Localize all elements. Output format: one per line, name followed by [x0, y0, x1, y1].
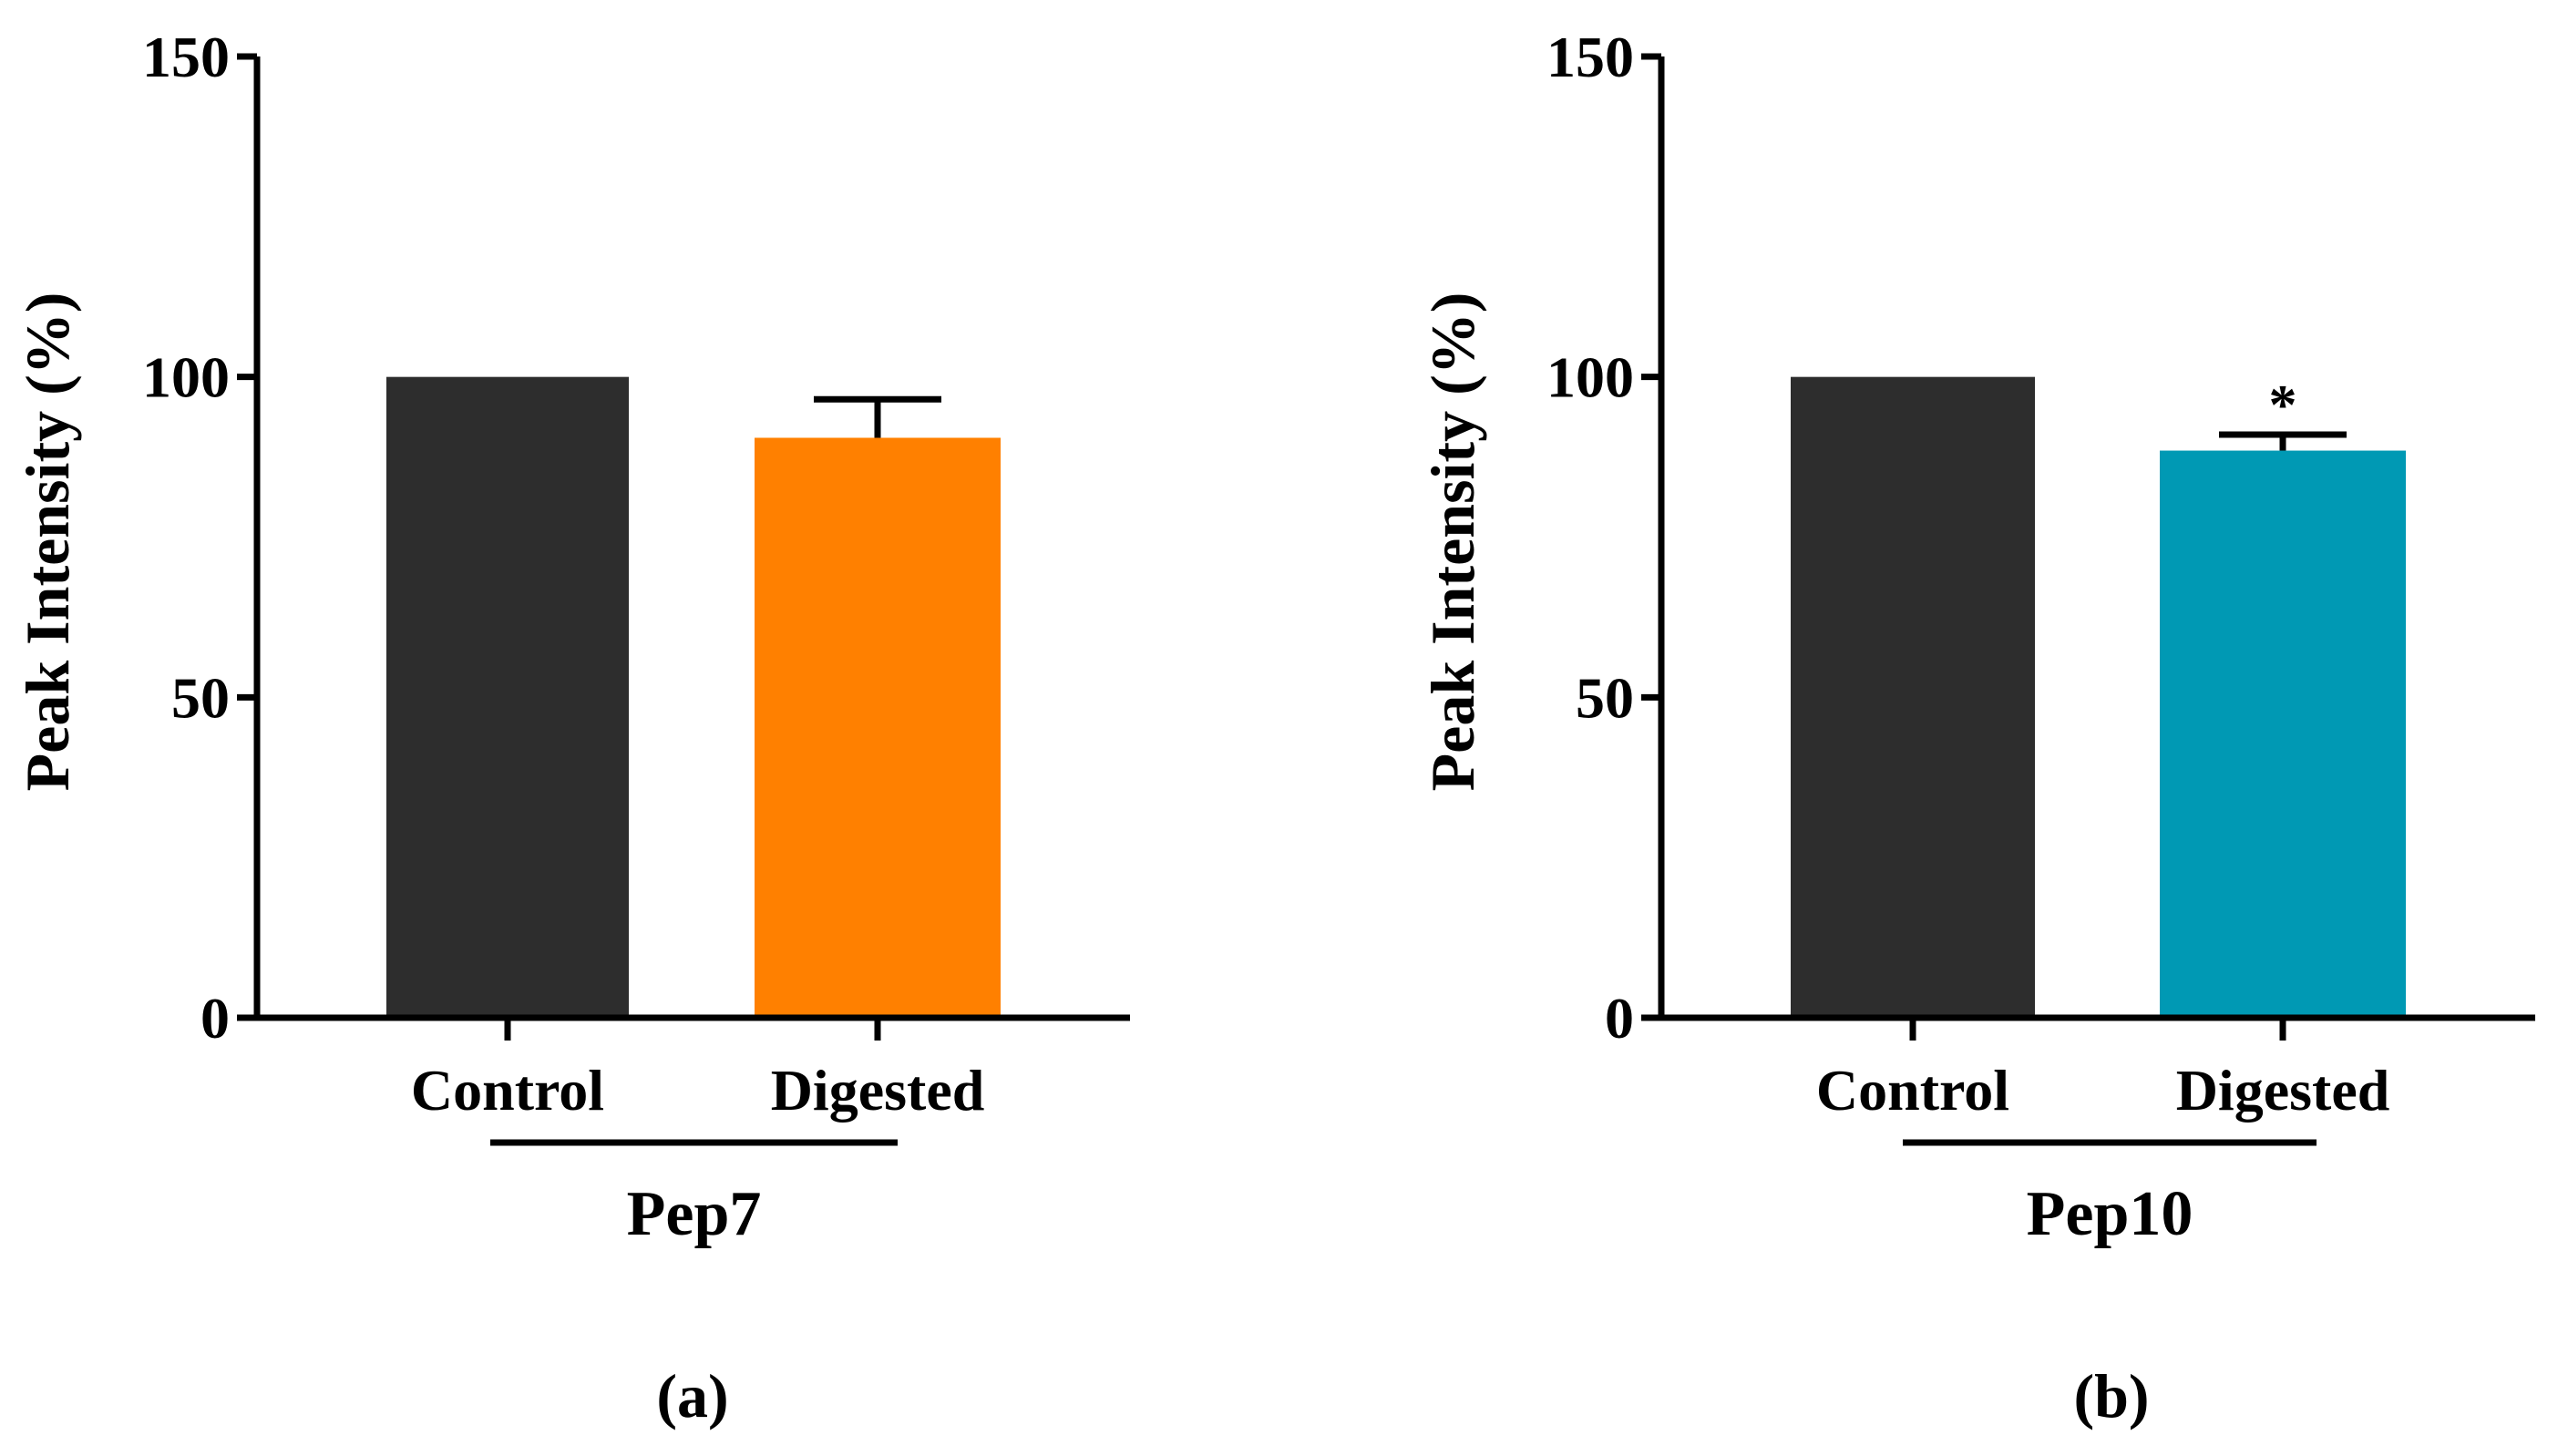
x-tick-label-digested: Digested [771, 1058, 985, 1123]
y-tick-label: 50 [171, 665, 230, 730]
x-tick-label-digested: Digested [2176, 1058, 2390, 1123]
y-tick-label: 100 [142, 345, 230, 410]
bar-control [1791, 376, 2035, 1019]
y-tick-label: 0 [200, 986, 230, 1051]
error-bar-digested [2219, 431, 2347, 451]
significance-marker: * [2269, 374, 2297, 436]
group-label: Pep7 [627, 1179, 762, 1249]
y-axis-label: Peak Intensity (%) [1418, 292, 1487, 792]
y-axis-label: Peak Intensity (%) [13, 292, 82, 792]
x-tick-label-control: Control [411, 1058, 604, 1123]
panel-label: (a) [656, 1361, 728, 1430]
x-tick-label-control: Control [1816, 1058, 2009, 1123]
error-bar-digested [814, 395, 941, 438]
y-tick-label: 100 [1546, 345, 1634, 410]
y-tick-label: 150 [142, 25, 230, 89]
y-tick-label: 150 [1546, 25, 1634, 89]
bar-digested [755, 437, 1001, 1018]
panel-label: (b) [2073, 1361, 2149, 1430]
chart-panel-b: * 0 50 100 150 Control Digested Pep10 Peak Inten… [1418, 25, 2535, 1430]
bar-digested [2160, 450, 2406, 1018]
bar-control [386, 376, 629, 1019]
y-tick-label: 50 [1576, 665, 1634, 730]
y-tick-label: 0 [1605, 986, 1634, 1051]
group-label: Pep10 [2027, 1179, 2193, 1249]
